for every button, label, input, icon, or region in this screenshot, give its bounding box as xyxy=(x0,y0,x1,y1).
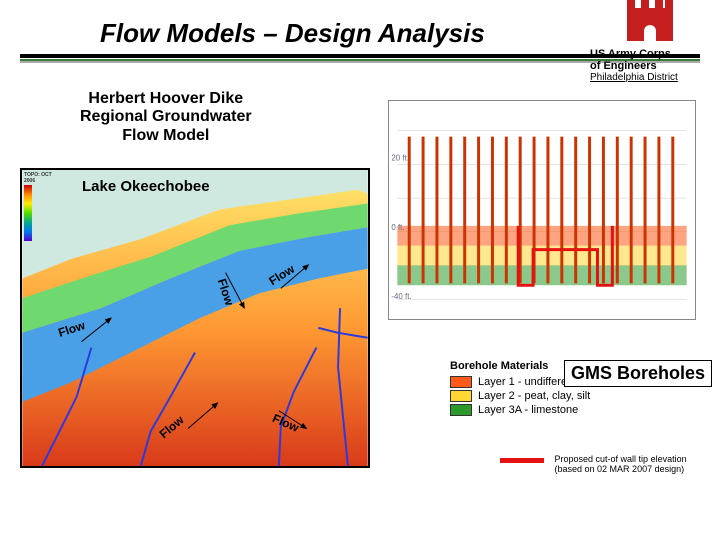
legend-row: Layer 3A - limestone xyxy=(450,404,600,416)
legend-swatch-icon xyxy=(450,390,472,402)
subtitle-l1: Herbert Hoover Dike xyxy=(80,90,252,108)
svg-text:0 ft.: 0 ft. xyxy=(391,223,404,232)
org-name-2: of Engineers xyxy=(590,60,710,72)
topo-mini-legend: TOPO: OCT 2006 xyxy=(24,172,62,262)
proposed-l1: Proposed cut-of wall tip elevation xyxy=(555,454,687,464)
org-name-1: US Army Corps xyxy=(590,48,710,60)
legend-swatch-icon xyxy=(450,404,472,416)
legend-item-label: Layer 3A - limestone xyxy=(478,404,578,416)
slide-title: Flow Models – Design Analysis xyxy=(100,18,485,49)
proposed-l2: (based on 02 MAR 2007 design) xyxy=(555,464,685,474)
mini-legend-title: TOPO: OCT 2006 xyxy=(24,172,62,184)
mini-legend-ramp-icon xyxy=(24,185,32,241)
org-block: US Army Corps of Engineers Philadelphia … xyxy=(590,8,710,83)
model-subtitle: Herbert Hoover Dike Regional Groundwater… xyxy=(80,90,252,145)
svg-text:20 ft.: 20 ft. xyxy=(391,153,409,162)
groundwater-map-svg xyxy=(22,170,368,466)
groundwater-map-panel: Lake Okeechobee FlowFlowFlowFlowFlow TOP… xyxy=(20,168,370,468)
slide-header: Flow Models – Design Analysis US Army Co… xyxy=(0,0,720,80)
lake-label: Lake Okeechobee xyxy=(82,178,210,195)
gms-boreholes-label: GMS Boreholes xyxy=(564,360,712,387)
subtitle-l3: Flow Model xyxy=(80,127,252,145)
usace-castle-icon xyxy=(627,8,673,44)
cross-section-panel: 20 ft. 0 ft. -40 ft. xyxy=(388,100,696,320)
legend-swatch-icon xyxy=(450,376,472,388)
layer-1-band xyxy=(397,226,686,246)
legend-item-label: Layer 2 - peat, clay, silt xyxy=(478,390,590,402)
org-district: Philadelphia District xyxy=(590,72,710,83)
subtitle-l2: Regional Groundwater xyxy=(80,108,252,126)
proposed-line-icon xyxy=(500,458,544,463)
proposed-wall-note: Proposed cut-of wall tip elevation (base… xyxy=(500,454,705,475)
svg-text:-40 ft.: -40 ft. xyxy=(391,292,411,301)
layer-3-band xyxy=(397,265,686,285)
cross-section-svg: 20 ft. 0 ft. -40 ft. xyxy=(389,101,695,319)
legend-row: Layer 2 - peat, clay, silt xyxy=(450,390,600,402)
